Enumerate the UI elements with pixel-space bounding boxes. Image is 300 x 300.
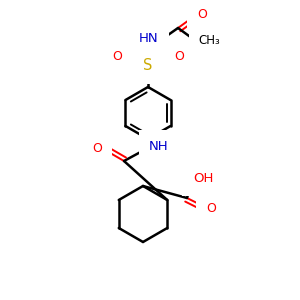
Text: O: O: [206, 202, 216, 215]
Text: O: O: [92, 142, 102, 155]
Text: CH₃: CH₃: [198, 34, 220, 47]
Text: O: O: [174, 50, 184, 64]
Text: O: O: [197, 8, 207, 20]
Text: S: S: [143, 58, 153, 73]
Text: NH: NH: [149, 140, 169, 154]
Text: O: O: [112, 50, 122, 64]
Text: OH: OH: [193, 172, 213, 185]
Text: HN: HN: [139, 32, 159, 44]
